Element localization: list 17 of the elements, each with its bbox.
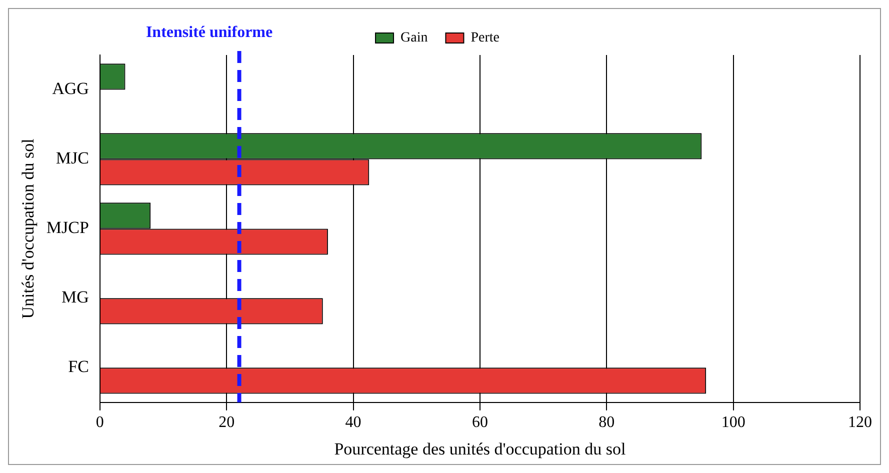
x-tick-label: 20 (218, 414, 235, 432)
y-axis-title: Unités d'occupation du sol (18, 138, 38, 319)
x-tick-label: 80 (598, 414, 615, 432)
x-tick-label: 0 (96, 414, 104, 432)
y-tick-label: MJC (56, 148, 89, 168)
ref-line-label: Intensité uniforme (146, 24, 273, 42)
y-tick-label: AGG (52, 79, 89, 98)
legend-label: Gain (400, 30, 428, 46)
y-tick-label: FC (68, 357, 89, 376)
y-tick-label: MG (62, 288, 89, 307)
x-tick-label: 40 (345, 414, 362, 432)
y-tick-label: MJCP (46, 218, 89, 238)
x-tick-label: 60 (472, 414, 488, 432)
legend-label: Perte (470, 30, 500, 46)
x-tick-label: 120 (848, 414, 872, 432)
x-tick-label: 100 (721, 414, 746, 432)
x-axis-title: Pourcentage des unités d'occupation du sol (334, 439, 626, 458)
